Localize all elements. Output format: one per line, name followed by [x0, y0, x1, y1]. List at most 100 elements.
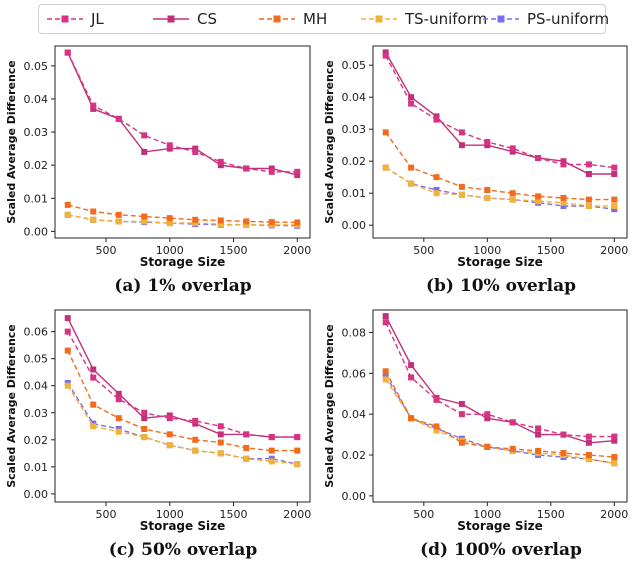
point-mh-d-1: [408, 415, 415, 422]
series-line-ts-uniform-a: [67, 214, 298, 226]
point-jl-d-4: [484, 411, 491, 418]
legend-swatch-ps-uniform: [483, 15, 519, 23]
x-axis-label-d: Storage Size: [457, 519, 542, 533]
legend-swatch-jl: [47, 15, 83, 23]
point-jl-a-1: [90, 102, 97, 109]
point-jl-c-4: [166, 415, 173, 422]
point-ps-uniform-b-9: [611, 206, 618, 213]
point-jl-c-2: [115, 396, 122, 403]
y-tick-label-a-2: 0.02: [24, 159, 49, 172]
point-cs-b-2: [433, 113, 440, 120]
x-axis-label-c: Storage Size: [140, 519, 225, 533]
y-tick-label-d-1: 0.02: [342, 449, 367, 462]
x-tick-label-b-3: 2000: [600, 244, 628, 257]
point-mh-a-2: [115, 211, 122, 218]
chart-panel-c: 500 1000 1500 2000 0.00 0.01 0.02 0.03 0.04 0.05 0…: [5, 309, 311, 533]
legend-marker-ps-uniform: [497, 15, 505, 23]
point-ts-uniform-b-5: [509, 196, 516, 203]
y-tick-label-a-4: 0.04: [24, 93, 49, 106]
x-tick-label-c-0: 500: [96, 508, 117, 521]
chart-panel-b: 500 1000 1500 2000 0.00 0.01 0.02 0.03 0.04 0.05 S…: [323, 45, 628, 269]
caption-panel-a: (a) 1% overlap: [114, 276, 252, 296]
legend-item-cs: CS: [151, 5, 217, 33]
legend-marker-ts-uniform: [375, 15, 383, 23]
x-tick-label-a-2: 1500: [220, 244, 248, 257]
point-cs-d-4: [484, 415, 491, 422]
point-ts-uniform-a-6: [217, 221, 224, 228]
chart-legend: JL CS MH TS-uniform PS-uniform: [38, 4, 609, 34]
plot-frame-d: [372, 309, 628, 503]
point-cs-b-9: [611, 171, 618, 177]
point-mh-a-0: [64, 201, 71, 208]
series-line-mh-c: [67, 350, 298, 452]
point-mh-c-8: [268, 447, 275, 454]
point-ts-uniform-a-3: [141, 218, 148, 225]
point-cs-b-4: [484, 142, 491, 149]
point-jl-b-6: [535, 155, 542, 161]
point-mh-d-2: [433, 423, 440, 430]
legend-label-ts-uniform: TS-uniform: [405, 10, 488, 28]
point-jl-a-3: [141, 132, 148, 139]
point-ps-uniform-b-2: [433, 187, 440, 193]
point-ts-uniform-c-4: [166, 442, 173, 449]
legend-swatch-mh: [259, 15, 295, 23]
point-mh-d-3: [458, 439, 465, 446]
point-jl-a-4: [166, 142, 173, 149]
legend-marker-mh: [273, 15, 281, 23]
y-tick-label-c-1: 0.01: [24, 461, 49, 474]
point-ts-uniform-b-9: [611, 203, 618, 209]
point-cs-a-4: [166, 145, 173, 152]
point-cs-d-0: [382, 313, 389, 320]
point-ts-uniform-d-2: [433, 427, 440, 434]
point-ts-uniform-b-0: [382, 164, 389, 171]
series-line-ps-uniform-c: [67, 382, 298, 465]
point-mh-c-5: [192, 436, 199, 443]
point-ts-uniform-c-8: [268, 458, 275, 465]
point-ps-uniform-b-7: [560, 203, 567, 209]
point-jl-b-4: [484, 139, 491, 145]
point-cs-d-1: [408, 362, 415, 369]
point-cs-a-1: [90, 105, 97, 112]
y-tick-label-c-6: 0.06: [24, 326, 49, 339]
point-mh-d-8: [585, 452, 592, 459]
series-line-jl-c: [67, 331, 298, 438]
point-ts-uniform-c-3: [141, 434, 148, 441]
point-jl-b-5: [509, 145, 516, 152]
point-mh-a-7: [243, 218, 250, 225]
x-tick-label-c-3: 2000: [283, 508, 311, 521]
point-ts-uniform-b-3: [458, 191, 465, 198]
legend-marker-cs: [167, 15, 175, 23]
y-tick-label-a-3: 0.03: [24, 126, 49, 139]
point-ts-uniform-c-9: [294, 461, 301, 468]
chart-panel-a: 500 1000 1500 2000 0.00 0.01 0.02 0.03 0.04 0.05 S…: [5, 45, 311, 269]
point-mh-a-1: [90, 208, 97, 215]
point-cs-a-9: [294, 172, 301, 179]
legend-item-ts-uniform: TS-uniform: [359, 5, 487, 33]
y-tick-label-b-2: 0.02: [342, 155, 367, 168]
point-mh-c-1: [90, 401, 97, 408]
point-mh-d-5: [509, 445, 516, 452]
point-jl-d-2: [433, 396, 440, 403]
point-jl-b-3: [458, 129, 465, 136]
point-mh-b-2: [433, 174, 440, 181]
point-jl-a-9: [294, 168, 301, 175]
point-cs-b-5: [509, 148, 516, 155]
point-cs-c-2: [115, 390, 122, 397]
y-tick-label-d-4: 0.08: [342, 326, 367, 339]
point-ts-uniform-d-0: [382, 376, 389, 383]
series-line-ps-uniform-d: [385, 375, 615, 464]
y-tick-label-a-5: 0.05: [24, 60, 49, 73]
point-mh-b-6: [535, 193, 542, 200]
point-cs-d-8: [585, 439, 592, 446]
point-jl-d-1: [408, 374, 415, 381]
x-tick-label-c-2: 1500: [220, 508, 248, 521]
legend-item-jl: JL: [45, 5, 104, 33]
y-tick-label-a-1: 0.01: [24, 192, 49, 205]
point-ts-uniform-a-7: [243, 221, 250, 228]
legend-label-mh: MH: [303, 10, 328, 28]
point-mh-c-4: [166, 431, 173, 438]
y-tick-label-b-0: 0.00: [342, 219, 367, 232]
legend-label-jl: JL: [91, 10, 104, 28]
point-mh-c-7: [243, 444, 250, 451]
point-cs-b-3: [458, 142, 465, 149]
